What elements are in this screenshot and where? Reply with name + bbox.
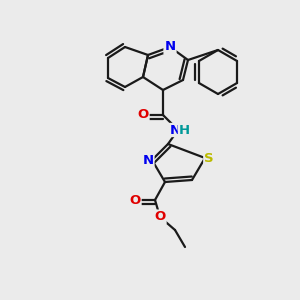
Text: N: N bbox=[142, 154, 154, 166]
Text: N: N bbox=[164, 40, 175, 53]
Text: S: S bbox=[204, 152, 214, 164]
Text: N: N bbox=[169, 124, 181, 136]
Text: H: H bbox=[178, 124, 190, 136]
Text: O: O bbox=[129, 194, 141, 206]
Text: O: O bbox=[137, 109, 148, 122]
Text: O: O bbox=[154, 211, 166, 224]
